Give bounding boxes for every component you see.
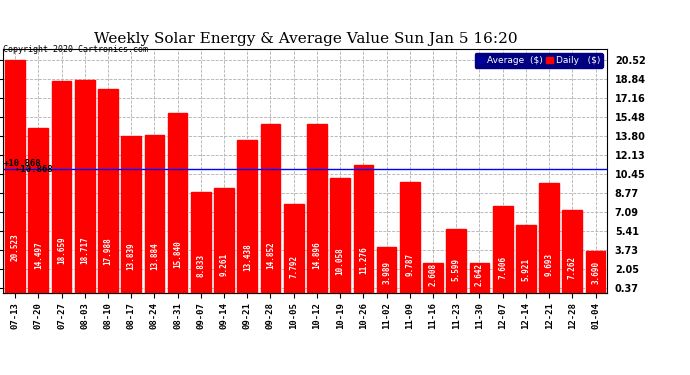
Text: 3.690: 3.690 xyxy=(591,261,600,284)
Bar xyxy=(6,60,25,292)
Bar xyxy=(168,113,188,292)
Text: 9.787: 9.787 xyxy=(405,253,414,276)
Text: 14.497: 14.497 xyxy=(34,242,43,269)
Text: 13.839: 13.839 xyxy=(127,243,136,270)
Bar xyxy=(353,165,373,292)
Bar xyxy=(377,247,397,292)
Text: 2.642: 2.642 xyxy=(475,262,484,285)
Text: 7.262: 7.262 xyxy=(568,256,577,279)
Bar xyxy=(121,136,141,292)
Bar xyxy=(540,183,559,292)
Title: Weekly Solar Energy & Average Value Sun Jan 5 16:20: Weekly Solar Energy & Average Value Sun … xyxy=(94,32,517,46)
Text: ←10.868: ←10.868 xyxy=(16,165,53,174)
Text: 9.261: 9.261 xyxy=(219,254,228,276)
Text: 17.988: 17.988 xyxy=(104,237,112,265)
Text: 13.438: 13.438 xyxy=(243,243,252,271)
Text: 3.989: 3.989 xyxy=(382,261,391,284)
Text: 18.659: 18.659 xyxy=(57,236,66,264)
Bar xyxy=(284,204,304,292)
Text: 2.608: 2.608 xyxy=(428,262,437,285)
Text: 13.884: 13.884 xyxy=(150,243,159,270)
Text: 7.606: 7.606 xyxy=(498,256,507,279)
Bar xyxy=(75,80,95,292)
Bar xyxy=(446,229,466,292)
Bar xyxy=(261,124,280,292)
Bar xyxy=(237,140,257,292)
Text: 5.921: 5.921 xyxy=(522,258,531,281)
Text: 10.058: 10.058 xyxy=(335,248,345,275)
Text: Copyright 2020 Cartronics.com: Copyright 2020 Cartronics.com xyxy=(3,45,148,54)
Bar xyxy=(562,210,582,292)
Text: 18.717: 18.717 xyxy=(80,236,89,264)
Text: 20.523: 20.523 xyxy=(10,233,19,261)
Text: 15.840: 15.840 xyxy=(173,240,182,267)
Bar xyxy=(307,124,327,292)
Legend: Average  ($), Daily   ($): Average ($), Daily ($) xyxy=(475,53,602,68)
Bar xyxy=(144,135,164,292)
Bar xyxy=(98,88,118,292)
Text: 14.896: 14.896 xyxy=(313,241,322,269)
Text: 11.276: 11.276 xyxy=(359,246,368,274)
Bar xyxy=(423,263,443,292)
Bar xyxy=(52,81,71,292)
Text: 5.599: 5.599 xyxy=(452,258,461,282)
Bar xyxy=(191,192,210,292)
Bar xyxy=(493,206,513,292)
Bar xyxy=(331,178,350,292)
Text: 9.693: 9.693 xyxy=(544,253,553,276)
Bar xyxy=(586,251,605,292)
Text: 14.852: 14.852 xyxy=(266,241,275,269)
Bar xyxy=(214,188,234,292)
Text: 7.792: 7.792 xyxy=(289,255,298,279)
Bar xyxy=(516,225,536,292)
Bar xyxy=(28,128,48,292)
Text: +10.868: +10.868 xyxy=(3,159,41,168)
Bar xyxy=(470,262,489,292)
Bar xyxy=(400,182,420,292)
Text: 8.833: 8.833 xyxy=(197,254,206,277)
